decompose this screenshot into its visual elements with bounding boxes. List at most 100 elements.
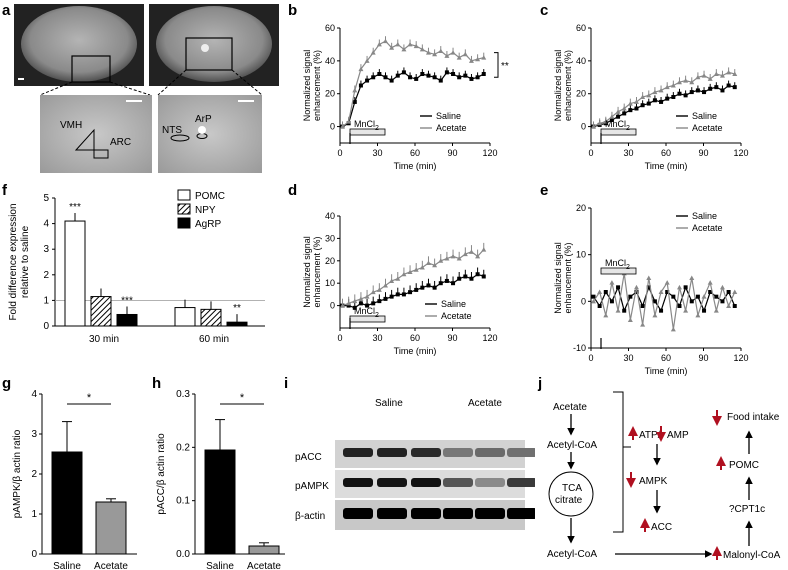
y-tick-label: 1 bbox=[31, 509, 37, 520]
data-point-saline bbox=[414, 76, 419, 81]
x-tick-label: 30 bbox=[623, 353, 633, 363]
chart-h: 0.0 0.1 0.2 0.3 pACC/β actin ratio Saline Acet… bbox=[156, 389, 285, 570]
series-line-acetate bbox=[592, 273, 736, 330]
node-amp: AMP bbox=[667, 430, 689, 441]
data-point-acetate bbox=[591, 298, 596, 304]
data-point-saline bbox=[358, 301, 363, 306]
mncl2-label: MnCl2 bbox=[354, 306, 379, 319]
blot-band bbox=[475, 448, 505, 457]
data-point-saline bbox=[732, 304, 737, 308]
y-axis-label-line1: Normalized signal bbox=[302, 50, 312, 122]
panel-label-f: f bbox=[2, 182, 7, 199]
data-point-saline bbox=[438, 78, 443, 83]
y-tick-label: 0.3 bbox=[176, 389, 190, 400]
blot-band bbox=[377, 508, 407, 519]
data-point-saline bbox=[457, 276, 462, 281]
data-point-acetate bbox=[346, 300, 352, 306]
legend-label: Saline bbox=[692, 111, 717, 121]
data-point-acetate bbox=[456, 55, 462, 60]
data-point-acetate bbox=[364, 294, 370, 299]
data-point-acetate bbox=[432, 262, 438, 268]
data-point-saline bbox=[702, 308, 707, 313]
node-ampk: AMPK bbox=[639, 476, 668, 487]
data-point-acetate bbox=[370, 50, 376, 55]
node-citrate: citrate bbox=[555, 495, 583, 506]
data-point-acetate bbox=[683, 78, 689, 83]
pathway-diagram: Acetate Acetyl-CoA TCA citrate Acetyl-Co… bbox=[547, 391, 781, 561]
y-tick-label: 0 bbox=[330, 301, 335, 311]
significance-label: *** bbox=[69, 202, 81, 213]
data-point-saline bbox=[622, 111, 627, 116]
data-point-saline bbox=[389, 294, 394, 299]
data-point-acetate bbox=[352, 298, 358, 304]
y-tick-label: 0 bbox=[581, 296, 586, 306]
data-point-saline bbox=[677, 304, 682, 308]
data-point-saline bbox=[365, 78, 370, 83]
data-point-acetate bbox=[615, 308, 621, 313]
data-point-saline bbox=[659, 99, 664, 104]
panel-label-j: j bbox=[538, 375, 543, 392]
data-point-acetate bbox=[646, 92, 652, 98]
panel-label-a: a bbox=[2, 2, 11, 19]
data-point-saline bbox=[609, 299, 614, 304]
y-axis-label-line1: Fold difference expression bbox=[8, 203, 19, 320]
node-acetyl-coa-bottom: Acetyl-CoA bbox=[547, 549, 597, 560]
data-point-acetate bbox=[689, 79, 695, 85]
data-point-acetate bbox=[640, 322, 646, 327]
data-point-saline bbox=[689, 90, 694, 95]
chart-d: 0 10 20 30 40 0 30 60 90 120 Time (min) Normalized … bbox=[302, 211, 498, 356]
data-point-saline bbox=[420, 72, 425, 76]
blot-row-pampk: pAMPK bbox=[295, 481, 329, 492]
legend-label: Saline bbox=[692, 211, 717, 221]
data-point-saline bbox=[365, 303, 370, 308]
y-tick-label: 40 bbox=[325, 211, 335, 221]
data-point-acetate bbox=[670, 326, 676, 332]
data-point-acetate bbox=[627, 317, 633, 322]
y-tick-label: 5 bbox=[43, 193, 49, 204]
blot-group-saline: Saline bbox=[375, 398, 403, 409]
tca-cycle bbox=[548, 471, 594, 517]
significance-label: ** bbox=[233, 303, 241, 314]
bar-acetate bbox=[95, 501, 127, 555]
data-point-acetate bbox=[633, 99, 639, 104]
data-point-saline bbox=[426, 73, 431, 78]
x-tick-label: 0 bbox=[337, 148, 342, 158]
data-point-acetate bbox=[646, 275, 652, 280]
data-point-acetate bbox=[450, 50, 456, 55]
data-point-saline bbox=[371, 301, 376, 306]
data-point-acetate bbox=[640, 94, 646, 99]
data-point-saline bbox=[352, 99, 357, 104]
blot-band bbox=[507, 478, 535, 487]
data-point-acetate bbox=[664, 280, 670, 285]
data-point-acetate bbox=[438, 258, 444, 263]
data-point-acetate bbox=[676, 284, 682, 290]
blot-row-bactin: β-actin bbox=[295, 511, 325, 522]
data-point-acetate bbox=[395, 276, 401, 281]
data-point-saline bbox=[726, 290, 731, 294]
blot-row-pacc: pACC bbox=[295, 452, 322, 463]
data-point-saline bbox=[451, 281, 456, 286]
x-tick-label: 60 bbox=[661, 353, 671, 363]
x-tick-label: 90 bbox=[447, 148, 457, 158]
data-point-saline bbox=[408, 75, 413, 80]
data-point-saline bbox=[683, 285, 688, 290]
x-axis-label: Time (min) bbox=[394, 346, 437, 356]
data-point-acetate bbox=[658, 289, 664, 294]
y-tick-label: 20 bbox=[576, 203, 586, 213]
bar-agrp bbox=[226, 321, 248, 327]
significance-label: *** bbox=[121, 295, 133, 306]
data-point-saline bbox=[389, 78, 394, 83]
node-acetate: Acetate bbox=[553, 402, 587, 413]
blot-band bbox=[475, 478, 505, 487]
data-point-acetate bbox=[419, 46, 425, 52]
data-point-saline bbox=[358, 83, 363, 88]
data-point-saline bbox=[414, 287, 419, 292]
data-point-saline bbox=[677, 91, 682, 96]
mncl2-label: MnCl2 bbox=[605, 258, 630, 271]
data-point-acetate bbox=[413, 267, 419, 272]
western-blot: Saline Acetate pACC pAMPK β-actin bbox=[295, 398, 535, 530]
data-point-saline bbox=[609, 118, 614, 122]
data-point-saline bbox=[714, 294, 719, 299]
legend-label: Acetate bbox=[692, 123, 723, 133]
data-point-acetate bbox=[481, 247, 487, 252]
